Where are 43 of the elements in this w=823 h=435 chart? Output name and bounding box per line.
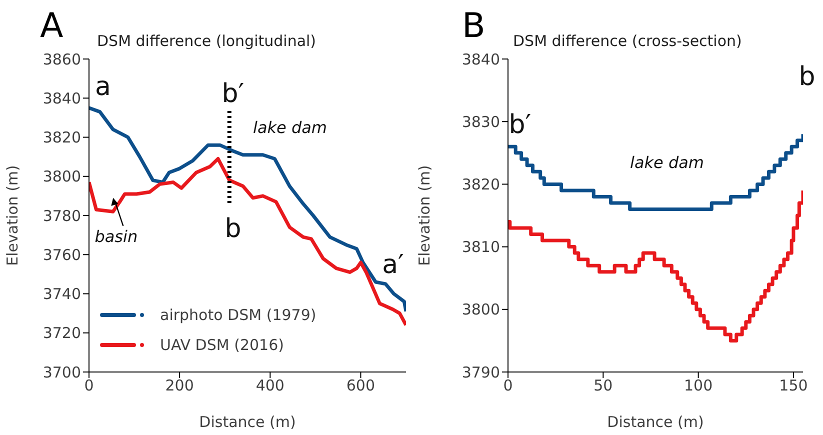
annotation: b′ (508, 110, 532, 140)
y-tick-label: 3820 (462, 176, 500, 194)
legend-label: airphoto DSM (1979) (160, 306, 316, 324)
y-tick-label: 3860 (42, 50, 81, 68)
y-tick-label: 3760 (42, 246, 81, 264)
annotation: b (798, 62, 816, 92)
chart-title: DSM difference (cross-section) (513, 32, 742, 50)
annotation: lake dam (630, 153, 704, 172)
x-tick-label: 150 (779, 376, 808, 395)
legend-label: UAV DSM (2016) (160, 336, 284, 354)
annotation: a′ (382, 250, 404, 280)
x-tick-label: 400 (256, 376, 284, 395)
annotation: b (224, 214, 242, 244)
chart-title: DSM difference (longitudinal) (97, 32, 316, 50)
y-tick-label: 3720 (42, 324, 81, 342)
y-tick-label: 3780 (42, 206, 81, 225)
y-tick-label: 3700 (42, 363, 81, 382)
y-tick-label: 3810 (462, 238, 500, 256)
text: A (40, 6, 64, 46)
x-tick-label: 0 (84, 376, 94, 395)
annotation: a (95, 72, 111, 102)
line-series (89, 157, 406, 327)
y-tick-label: 3830 (462, 112, 500, 131)
y-tick-label: 3790 (462, 363, 500, 382)
y-tick-label: 3840 (462, 50, 500, 68)
annotation: lake dam (253, 118, 327, 137)
y-tick-label: 3740 (42, 285, 81, 304)
y-axis-title: Elevation (m) (3, 165, 22, 266)
x-tick-label: 100 (684, 376, 713, 395)
text: B (462, 6, 486, 46)
x-axis-title: Distance (m) (199, 413, 296, 431)
y-tick-label: 3820 (42, 128, 81, 147)
x-tick-label: 200 (165, 376, 194, 395)
annotation: b′ (222, 79, 244, 109)
y-tick-label: 3840 (42, 89, 81, 108)
y-tick-label: 3800 (42, 168, 81, 186)
x-axis-title: Distance (m) (607, 413, 704, 431)
annotation: basin (94, 226, 138, 246)
y-axis-title: Elevation (m) (415, 165, 434, 266)
x-tick-label: 50 (594, 376, 613, 395)
y-tick-label: 3800 (462, 300, 500, 319)
x-tick-label: 600 (346, 376, 376, 395)
x-tick-label: 0 (503, 376, 513, 395)
